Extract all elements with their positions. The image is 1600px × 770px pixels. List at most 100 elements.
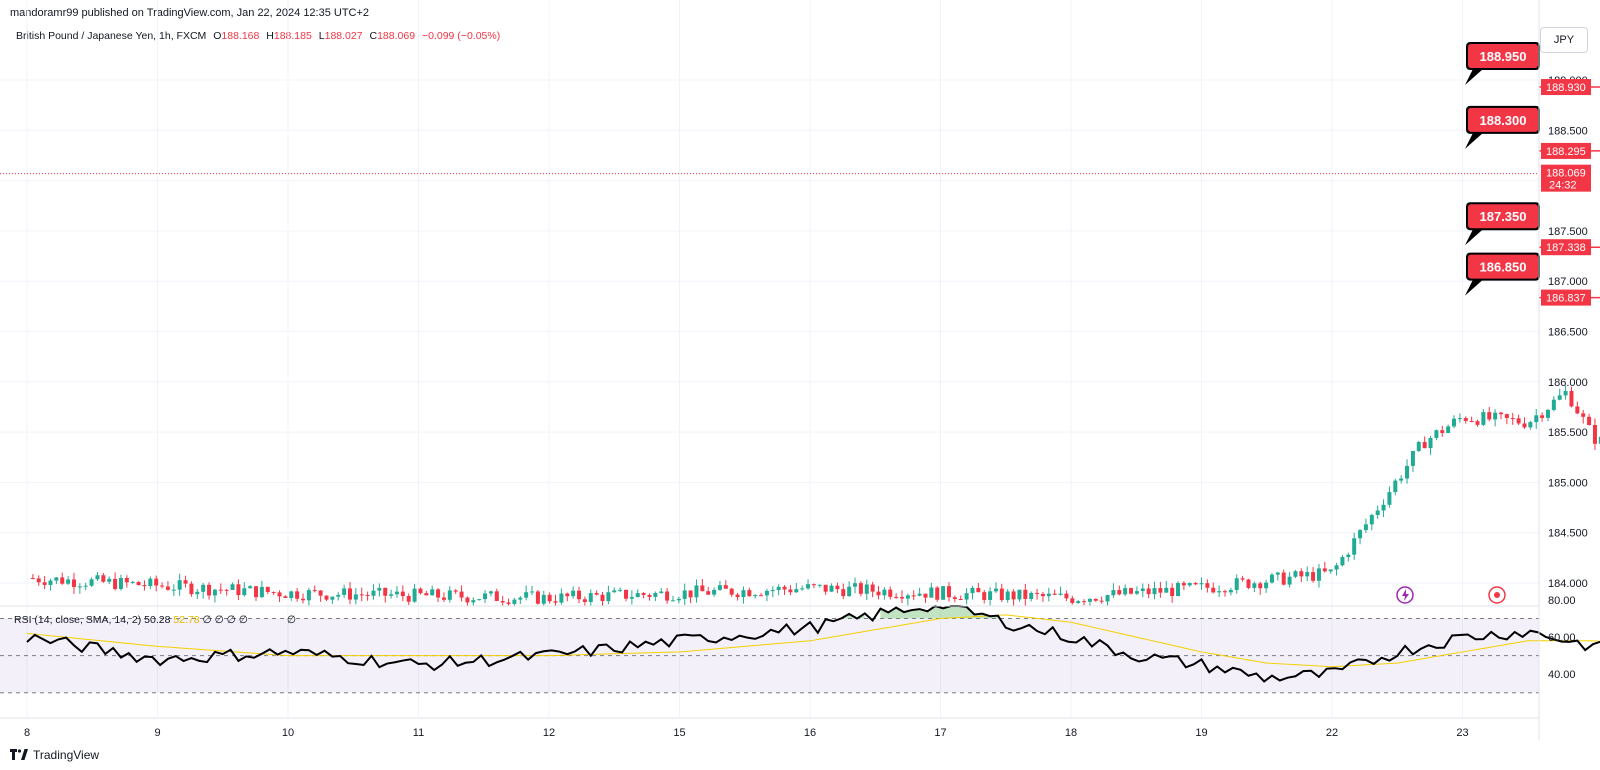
candle-body-236 xyxy=(1416,442,1421,452)
candle-body-59 xyxy=(377,587,382,591)
candle-body-54 xyxy=(347,588,352,600)
candle-body-221 xyxy=(1328,569,1333,572)
level-axis-tag-2 xyxy=(1541,239,1591,256)
candle-body-144 xyxy=(876,591,881,596)
candle-body-168 xyxy=(1017,589,1022,600)
candle-body-45 xyxy=(295,591,300,599)
candle-body-25 xyxy=(177,580,182,590)
candle-body-182 xyxy=(1099,600,1104,602)
candle-body-114 xyxy=(700,585,705,592)
lightning-icon[interactable] xyxy=(1396,586,1414,604)
candle-body-190 xyxy=(1146,588,1151,595)
candle-body-235 xyxy=(1410,451,1415,466)
candle-body-60 xyxy=(383,587,388,596)
candle-body-14 xyxy=(113,578,118,589)
candle-body-55 xyxy=(353,594,358,600)
candle-body-133 xyxy=(811,584,816,586)
candle-body-86 xyxy=(535,591,540,604)
x-tick-10: 10 xyxy=(282,727,294,739)
candle-body-24 xyxy=(171,589,176,591)
footer-brand[interactable]: TradingView xyxy=(33,748,100,762)
candle-body-23 xyxy=(165,586,170,590)
candle-body-96 xyxy=(594,593,599,595)
candle-body-207 xyxy=(1246,579,1251,588)
candle-body-68 xyxy=(430,589,435,596)
candle-body-181 xyxy=(1093,598,1098,601)
level-axis-label-1: 188.295 xyxy=(1546,146,1586,158)
candle-body-46 xyxy=(301,598,306,601)
y-tick-186.500: 186.500 xyxy=(1548,327,1588,339)
candle-body-201 xyxy=(1211,587,1216,593)
countdown-label: 24:32 xyxy=(1549,180,1577,192)
target-icon[interactable] xyxy=(1488,586,1506,604)
candle-body-36 xyxy=(242,588,247,596)
x-tick-8: 8 xyxy=(24,727,30,739)
rsi-tick-40.00: 40.00 xyxy=(1548,669,1576,681)
symbol-name[interactable]: British Pound / Japanese Yen, 1h, FXCM xyxy=(16,30,207,42)
candle-body-245 xyxy=(1469,420,1474,422)
candle-body-122 xyxy=(747,590,752,597)
candle-body-267 xyxy=(1598,436,1600,444)
rsi-pane xyxy=(26,604,1600,683)
x-tick-18: 18 xyxy=(1065,727,1077,739)
candle-body-3 xyxy=(48,580,53,585)
candle-body-240 xyxy=(1440,430,1445,433)
candle-body-258 xyxy=(1545,409,1550,418)
candle-body-166 xyxy=(1005,591,1010,600)
candle-body-130 xyxy=(794,589,799,593)
candle-body-18 xyxy=(136,581,141,586)
candle-body-230 xyxy=(1381,504,1386,511)
candle-body-8 xyxy=(77,586,82,588)
ohlc-high: 188.185 xyxy=(273,30,312,42)
candle-body-118 xyxy=(723,585,728,589)
candle-body-65 xyxy=(412,588,417,602)
candle-body-171 xyxy=(1035,592,1040,594)
level-axis-label-0: 188.930 xyxy=(1546,82,1586,94)
candle-body-125 xyxy=(764,590,769,596)
level-axis-tag-0 xyxy=(1541,79,1591,96)
candle-body-21 xyxy=(154,578,159,586)
candle-body-140 xyxy=(853,583,858,587)
rsi-label[interactable]: RSI (14, close, SMA, 14, 2) xyxy=(14,614,142,626)
candle-body-260 xyxy=(1557,395,1562,400)
level-callout-3 xyxy=(1468,254,1538,279)
candle-body-239 xyxy=(1434,430,1439,438)
candle-body-179 xyxy=(1082,601,1087,603)
candle-body-145 xyxy=(882,589,887,596)
candle-body-183 xyxy=(1105,595,1110,602)
y-tick-184.500: 184.500 xyxy=(1548,528,1588,540)
candle-body-97 xyxy=(600,594,605,602)
candle-body-229 xyxy=(1375,510,1380,516)
x-tick-17: 17 xyxy=(934,727,946,739)
candle-body-110 xyxy=(676,598,681,601)
level-axis-label-3: 186.837 xyxy=(1546,293,1586,305)
candle-body-49 xyxy=(318,590,323,596)
symbol-legend: British Pound / Japanese Yen, 1h, FXCM O… xyxy=(16,30,500,42)
candle-body-62 xyxy=(394,591,399,595)
candle-body-108 xyxy=(665,591,670,601)
grid xyxy=(0,0,1539,718)
candle-body-241 xyxy=(1446,426,1451,433)
candle-body-253 xyxy=(1516,418,1521,424)
tradingview-logo-icon[interactable] xyxy=(10,749,28,761)
candle-body-52 xyxy=(336,594,341,597)
price-levels[interactable]: 188.950 188.300 187.350 186.850 xyxy=(1465,42,1600,299)
candle-body-121 xyxy=(741,590,746,598)
candle-body-37 xyxy=(248,586,253,589)
x-tick-11: 11 xyxy=(413,727,424,739)
candle-body-109 xyxy=(670,600,675,602)
candle-body-127 xyxy=(776,586,781,591)
candle-body-199 xyxy=(1199,583,1204,585)
level-callout-label-3: 186.850 xyxy=(1480,260,1527,275)
candle-body-107 xyxy=(659,591,664,594)
candle-body-95 xyxy=(588,593,593,603)
candle-body-115 xyxy=(706,591,711,595)
candle-body-192 xyxy=(1158,588,1163,593)
candle-body-80 xyxy=(500,600,505,603)
candle-body-170 xyxy=(1029,592,1034,599)
candle-body-99 xyxy=(612,590,617,593)
currency-button[interactable]: JPY xyxy=(1540,27,1588,53)
candle-body-73 xyxy=(459,591,464,598)
candle-body-209 xyxy=(1258,583,1263,589)
